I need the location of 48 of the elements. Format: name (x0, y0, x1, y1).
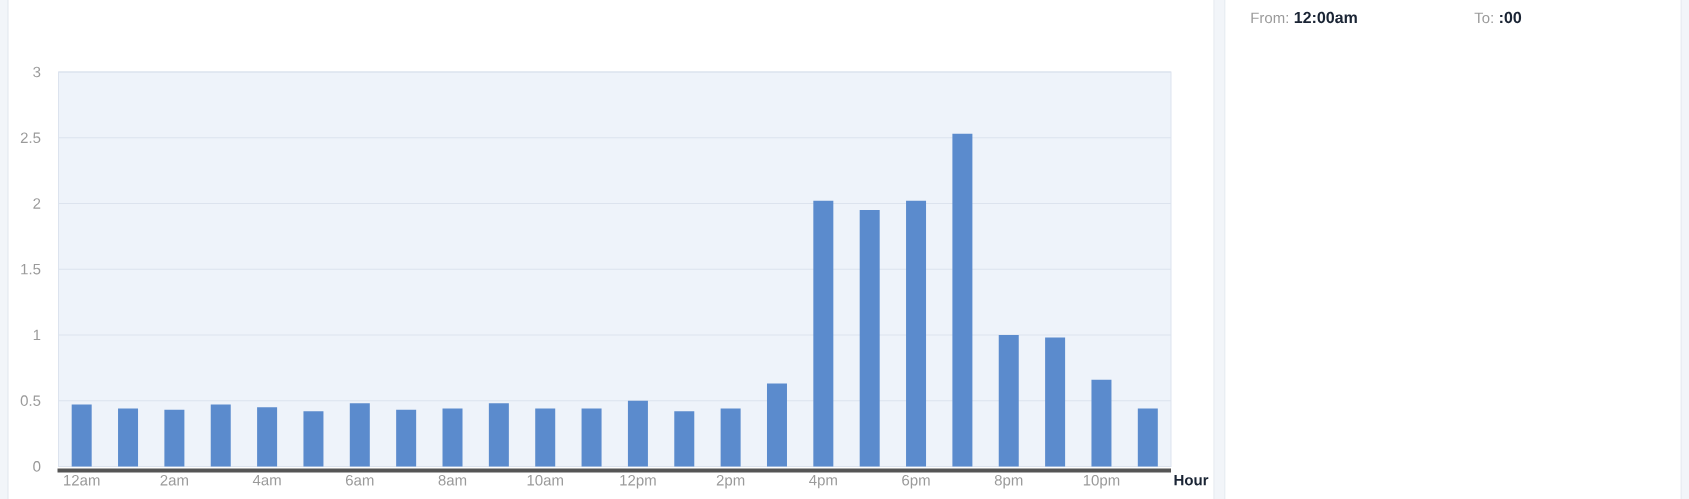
x-tick-label: 10pm (1083, 474, 1120, 489)
bar (1045, 337, 1066, 467)
bar (813, 200, 834, 467)
bar (766, 383, 787, 467)
bar (906, 200, 927, 467)
y-tick-label: 3 (33, 66, 41, 78)
bar (349, 403, 370, 467)
x-tick-label: 6pm (902, 474, 930, 489)
bar (720, 408, 741, 467)
bar (164, 409, 185, 467)
x-tick-label: 4pm (809, 474, 837, 489)
y-tick-label: 2 (33, 198, 41, 209)
bar (303, 411, 324, 467)
bar (257, 407, 278, 467)
bar (210, 404, 231, 467)
x-tick-label: 2pm (716, 474, 745, 489)
text: From: (1251, 12, 1288, 24)
x-tick-label: 2am (160, 474, 188, 486)
y-tick-label: 0 (33, 461, 41, 472)
bar (627, 400, 648, 467)
x-axis-title: Hour (1174, 474, 1209, 486)
x-tick-label: 12am (64, 474, 100, 486)
x-tick-label: 10am (527, 474, 563, 486)
y-tick-label: 1.5 (21, 263, 41, 275)
text: :00 (1500, 11, 1522, 24)
x-tick-label: 4am (252, 474, 281, 486)
bar (998, 334, 1019, 467)
y-tick-label: 1 (33, 329, 41, 341)
bar (396, 409, 417, 467)
bar (581, 408, 602, 467)
bar (859, 210, 880, 467)
bar (442, 408, 463, 467)
bar (952, 133, 973, 467)
x-tick-label: 8am (438, 474, 467, 486)
text: 12:00am (1294, 11, 1357, 24)
text: To: (1474, 12, 1493, 24)
x-tick-label: 12pm (620, 474, 656, 489)
bar (1137, 408, 1158, 467)
bar (488, 403, 509, 467)
bar (71, 404, 92, 467)
bar (118, 408, 139, 467)
y-tick-label: 2.5 (20, 132, 41, 144)
x-tick-label: 8pm (994, 474, 1023, 489)
bar (535, 408, 556, 467)
x-tick-label: 6am (345, 474, 374, 486)
y-tick-label: 0.5 (20, 395, 41, 406)
bar (674, 411, 695, 467)
bar (1091, 379, 1112, 467)
